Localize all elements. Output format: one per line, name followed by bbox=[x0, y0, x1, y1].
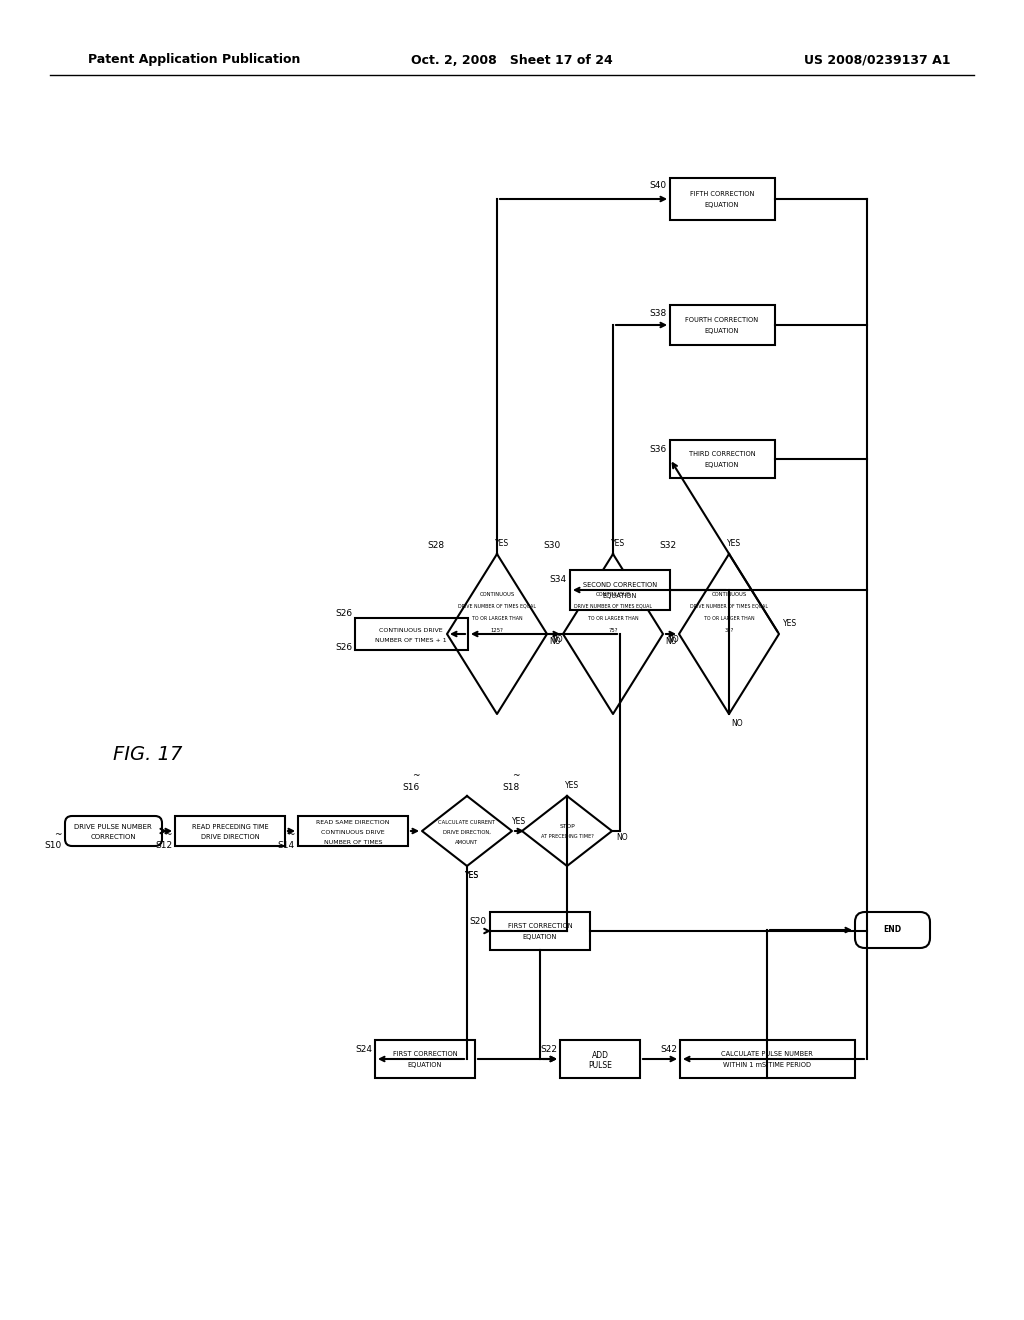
Text: END: END bbox=[883, 925, 901, 935]
Text: S20: S20 bbox=[470, 917, 487, 927]
FancyBboxPatch shape bbox=[298, 816, 408, 846]
Text: ~: ~ bbox=[413, 771, 420, 780]
Text: NO: NO bbox=[549, 638, 561, 647]
Text: CONTINUOUS DRIVE: CONTINUOUS DRIVE bbox=[322, 829, 385, 834]
Text: 75?: 75? bbox=[608, 627, 617, 632]
Text: S40: S40 bbox=[650, 181, 667, 190]
Text: 37?: 37? bbox=[724, 627, 733, 632]
Text: US 2008/0239137 A1: US 2008/0239137 A1 bbox=[804, 54, 950, 66]
Text: TO OR LARGER THAN: TO OR LARGER THAN bbox=[703, 615, 755, 620]
Text: DRIVE DIRECTION,: DRIVE DIRECTION, bbox=[443, 829, 490, 834]
Text: FIRST CORRECTION: FIRST CORRECTION bbox=[392, 1051, 458, 1057]
Text: NO: NO bbox=[616, 833, 628, 842]
Text: ADD: ADD bbox=[592, 1051, 608, 1060]
Text: S18: S18 bbox=[503, 784, 520, 792]
Text: YES: YES bbox=[495, 540, 509, 549]
Text: ~: ~ bbox=[512, 771, 520, 780]
Text: EQUATION: EQUATION bbox=[705, 462, 739, 469]
FancyBboxPatch shape bbox=[560, 1040, 640, 1078]
Text: CONTINUOUS: CONTINUOUS bbox=[595, 591, 631, 597]
FancyBboxPatch shape bbox=[570, 570, 670, 610]
Text: NUMBER OF TIMES: NUMBER OF TIMES bbox=[324, 840, 382, 845]
Text: CONTINUOUS DRIVE: CONTINUOUS DRIVE bbox=[379, 627, 442, 632]
FancyBboxPatch shape bbox=[670, 178, 775, 220]
FancyBboxPatch shape bbox=[355, 618, 468, 649]
Text: YES: YES bbox=[783, 619, 797, 628]
Text: 125?: 125? bbox=[490, 627, 504, 632]
Text: EQUATION: EQUATION bbox=[523, 935, 557, 940]
Text: S34: S34 bbox=[550, 576, 567, 585]
Text: CONTINUOUS: CONTINUOUS bbox=[479, 591, 515, 597]
Text: DRIVE NUMBER OF TIMES EQUAL: DRIVE NUMBER OF TIMES EQUAL bbox=[458, 603, 536, 609]
Text: EQUATION: EQUATION bbox=[705, 202, 739, 209]
Text: EQUATION: EQUATION bbox=[705, 327, 739, 334]
Text: CALCULATE CURRENT: CALCULATE CURRENT bbox=[438, 820, 496, 825]
Text: NO: NO bbox=[731, 719, 742, 729]
Text: DRIVE DIRECTION: DRIVE DIRECTION bbox=[201, 834, 259, 840]
Text: THIRD CORRECTION: THIRD CORRECTION bbox=[689, 451, 756, 457]
FancyBboxPatch shape bbox=[855, 912, 930, 948]
Text: S10: S10 bbox=[45, 841, 62, 850]
Text: FIG. 17: FIG. 17 bbox=[114, 746, 182, 764]
Text: AT PRECEDING TIME?: AT PRECEDING TIME? bbox=[541, 834, 594, 840]
FancyBboxPatch shape bbox=[375, 1040, 475, 1078]
Text: YES: YES bbox=[565, 781, 579, 791]
Text: ~: ~ bbox=[165, 830, 172, 840]
Text: READ PRECEDING TIME: READ PRECEDING TIME bbox=[191, 824, 268, 830]
Text: S42: S42 bbox=[660, 1045, 677, 1055]
Text: CALCULATE PULSE NUMBER: CALCULATE PULSE NUMBER bbox=[721, 1051, 813, 1057]
FancyBboxPatch shape bbox=[175, 816, 285, 846]
Text: FIRST CORRECTION: FIRST CORRECTION bbox=[508, 923, 572, 929]
FancyBboxPatch shape bbox=[680, 1040, 855, 1078]
Text: S24: S24 bbox=[355, 1045, 372, 1055]
Text: ~: ~ bbox=[288, 830, 295, 840]
Text: EQUATION: EQUATION bbox=[603, 593, 637, 599]
Text: S14: S14 bbox=[278, 841, 295, 850]
Text: AMOUNT: AMOUNT bbox=[456, 840, 478, 845]
Text: S22: S22 bbox=[540, 1045, 557, 1055]
Text: YES: YES bbox=[611, 540, 625, 549]
Text: S12: S12 bbox=[155, 841, 172, 850]
Text: TO OR LARGER THAN: TO OR LARGER THAN bbox=[588, 615, 638, 620]
FancyBboxPatch shape bbox=[670, 305, 775, 345]
Text: DRIVE NUMBER OF TIMES EQUAL: DRIVE NUMBER OF TIMES EQUAL bbox=[574, 603, 652, 609]
Text: Oct. 2, 2008   Sheet 17 of 24: Oct. 2, 2008 Sheet 17 of 24 bbox=[411, 54, 613, 66]
Text: NUMBER OF TIMES + 1: NUMBER OF TIMES + 1 bbox=[375, 638, 446, 643]
Text: CONTINUOUS: CONTINUOUS bbox=[712, 591, 746, 597]
Text: YES: YES bbox=[512, 817, 526, 826]
Text: TO OR LARGER THAN: TO OR LARGER THAN bbox=[472, 615, 522, 620]
FancyBboxPatch shape bbox=[670, 440, 775, 478]
Text: YES: YES bbox=[465, 871, 479, 880]
Text: S26: S26 bbox=[335, 644, 352, 652]
Text: S16: S16 bbox=[402, 784, 420, 792]
Text: ~: ~ bbox=[54, 830, 62, 840]
Text: FIFTH CORRECTION: FIFTH CORRECTION bbox=[690, 191, 755, 197]
Text: Patent Application Publication: Patent Application Publication bbox=[88, 54, 300, 66]
Text: WITHIN 1 mS TIME PERIOD: WITHIN 1 mS TIME PERIOD bbox=[723, 1063, 811, 1068]
Text: S26: S26 bbox=[335, 609, 352, 618]
Text: YES: YES bbox=[465, 871, 479, 880]
Text: S38: S38 bbox=[650, 309, 667, 318]
Text: READ SAME DIRECTION: READ SAME DIRECTION bbox=[316, 820, 390, 825]
Text: S36: S36 bbox=[650, 446, 667, 454]
Text: NO: NO bbox=[551, 635, 562, 644]
FancyBboxPatch shape bbox=[65, 816, 162, 846]
Text: DRIVE NUMBER OF TIMES EQUAL: DRIVE NUMBER OF TIMES EQUAL bbox=[690, 603, 768, 609]
Text: YES: YES bbox=[727, 540, 741, 549]
Text: FOURTH CORRECTION: FOURTH CORRECTION bbox=[685, 317, 759, 323]
Text: DRIVE PULSE NUMBER: DRIVE PULSE NUMBER bbox=[74, 824, 152, 830]
Text: EQUATION: EQUATION bbox=[408, 1063, 442, 1068]
Text: S28: S28 bbox=[428, 541, 445, 550]
FancyBboxPatch shape bbox=[490, 912, 590, 950]
Text: SECOND CORRECTION: SECOND CORRECTION bbox=[583, 582, 657, 587]
Text: S30: S30 bbox=[544, 541, 561, 550]
Text: STOP: STOP bbox=[559, 824, 574, 829]
Text: CORRECTION: CORRECTION bbox=[90, 834, 136, 840]
Text: NO: NO bbox=[667, 635, 679, 644]
Text: S32: S32 bbox=[659, 541, 677, 550]
Text: NO: NO bbox=[666, 638, 677, 647]
Text: PULSE: PULSE bbox=[588, 1061, 612, 1071]
